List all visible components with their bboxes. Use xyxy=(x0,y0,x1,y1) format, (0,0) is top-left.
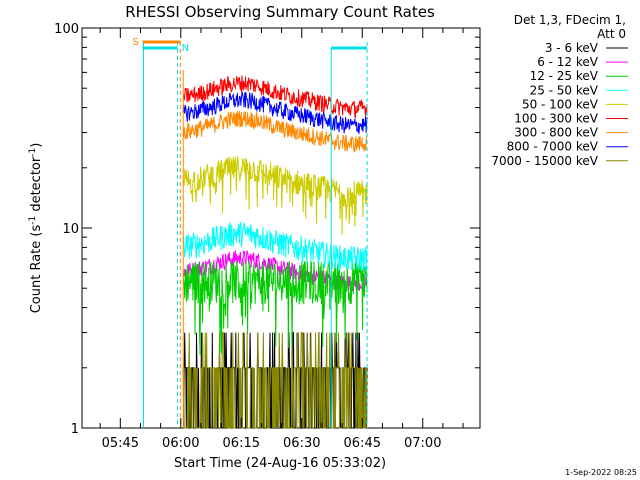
legend-header-line-2: Att 0 xyxy=(597,27,626,41)
legend-entry-label: 25 - 50 keV xyxy=(530,83,599,97)
legend-entry-label: 100 - 300 keV xyxy=(514,112,598,126)
y-axis-ticks: 1 10 100 xyxy=(54,22,480,437)
y-axis-label-tail: detector xyxy=(29,156,44,216)
legend-entry-label: 800 - 7000 keV xyxy=(507,140,599,154)
series-line xyxy=(182,75,368,120)
footer-date: 1-Sep-2022 08:25 xyxy=(565,468,637,477)
series-layer xyxy=(182,75,368,429)
legend-entry-label: 50 - 100 keV xyxy=(522,97,599,111)
y-axis-label-sup: -1 xyxy=(28,216,38,225)
y-tick-label: 1 xyxy=(71,422,79,437)
series-line xyxy=(182,90,368,135)
x-tick-label: 06:15 xyxy=(223,436,260,451)
flag-layer: SN xyxy=(132,37,368,428)
x-tick-label: 07:00 xyxy=(404,436,441,451)
series-line xyxy=(182,260,368,356)
y-axis-label-main: Count Rate (s xyxy=(29,225,44,314)
x-tick-label: 06:30 xyxy=(283,436,320,451)
y-axis-label-sup2: -1 xyxy=(28,148,38,157)
legend-entry-label: 7000 - 15000 keV xyxy=(491,154,598,168)
x-tick-label: 05:45 xyxy=(102,436,139,451)
y-axis-label: Count Rate (s-1 detector-1) xyxy=(28,143,44,314)
legend-header-line-1: Det 1,3, FDecim 1, xyxy=(514,13,626,27)
series-line xyxy=(182,110,368,153)
chart-title: RHESSI Observing Summary Count Rates xyxy=(125,3,435,21)
series-line xyxy=(183,332,368,429)
series-line xyxy=(182,221,368,272)
x-tick-label: 06:00 xyxy=(162,436,199,451)
y-axis-label-close: ) xyxy=(29,143,44,148)
x-tick-label: 06:45 xyxy=(344,436,381,451)
legend-entry-label: 300 - 800 keV xyxy=(514,126,598,140)
x-axis-label: Start Time (24-Aug-16 05:33:02) xyxy=(174,456,386,471)
y-tick-label: 10 xyxy=(62,222,79,237)
legend-entry-label: 12 - 25 keV xyxy=(530,69,599,83)
y-tick-label: 100 xyxy=(54,22,79,37)
saa-flag-label: S xyxy=(132,37,138,48)
x-axis-ticks: 05:45 06:00 06:15 06:30 06:45 07:00 xyxy=(99,28,464,451)
legend-entry-label: 3 - 6 keV xyxy=(545,41,599,55)
night-flag-label: N xyxy=(182,43,189,54)
series-line xyxy=(182,156,368,236)
legend-entry-label: 6 - 12 keV xyxy=(537,55,599,69)
